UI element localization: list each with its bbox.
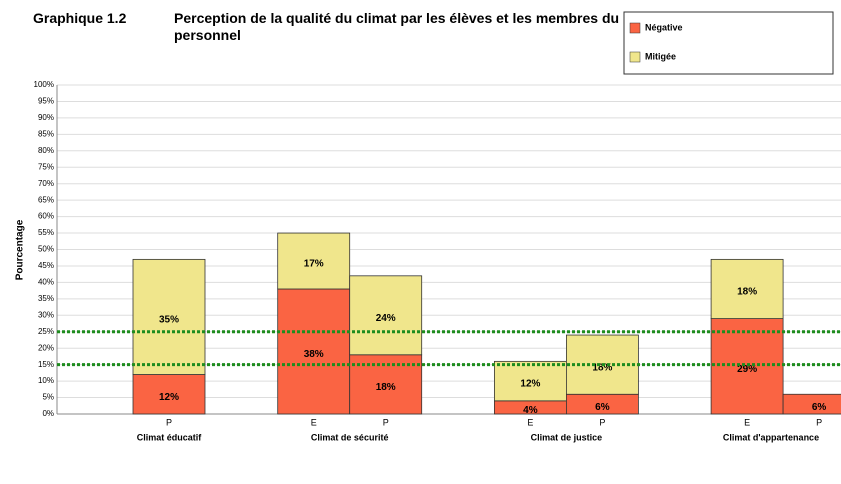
figure-label: Graphique 1.2 [33, 10, 127, 26]
bar-segment [710, 318, 784, 415]
x-tick-label: P [599, 417, 605, 427]
y-tick-label: 50% [38, 245, 54, 254]
y-tick-label: 45% [38, 261, 54, 270]
y-tick-label: 100% [34, 80, 54, 89]
chart-title: Perception de la qualité du climat par l… [174, 10, 620, 43]
y-tick-label: 30% [38, 310, 54, 319]
group-label: Climat d'appartenance [723, 432, 819, 442]
y-tick-label: 0% [42, 409, 54, 418]
bar-segment [349, 275, 423, 356]
y-tick-label: 55% [38, 228, 54, 237]
value-label: 35% [159, 315, 179, 326]
bar-segment [277, 232, 351, 290]
group-label: Climat de sécurité [311, 432, 389, 442]
legend-box [623, 11, 834, 75]
value-label: 38% [304, 349, 324, 360]
value-label: 6% [812, 402, 827, 413]
x-tick-label: P [383, 417, 389, 427]
value-label: 17% [304, 259, 324, 270]
legend-swatch [629, 51, 641, 63]
bar-segment [132, 374, 206, 415]
value-label: 18% [376, 382, 396, 393]
x-tick-label: E [527, 417, 533, 427]
y-tick-label: 85% [38, 129, 54, 138]
bar-segment [277, 288, 351, 415]
y-tick-label: 25% [38, 327, 54, 336]
y-tick-label: 65% [38, 195, 54, 204]
y-tick-label: 60% [38, 212, 54, 221]
x-tick-label: E [311, 417, 317, 427]
y-tick-label: 80% [38, 146, 54, 155]
y-tick-label: 90% [38, 113, 54, 122]
group-label: Climat éducatif [137, 432, 203, 442]
y-tick-label: 70% [38, 179, 54, 188]
value-label: 6% [595, 402, 610, 413]
value-label: 12% [159, 392, 179, 403]
x-tick-label: E [744, 417, 750, 427]
y-tick-label: 10% [38, 376, 54, 385]
y-tick-label: 95% [38, 97, 54, 106]
x-tick-label: P [816, 417, 822, 427]
value-label: 18% [737, 287, 757, 298]
y-tick-label: 5% [42, 393, 54, 402]
bar-segment [782, 393, 841, 415]
y-tick-label: 75% [38, 162, 54, 171]
legend-label: Négative [645, 22, 683, 32]
value-label: 4% [523, 405, 538, 416]
bar-segment [710, 258, 784, 319]
bar-segment [493, 360, 567, 402]
value-label: 18% [592, 362, 612, 373]
group-label: Climat de justice [531, 432, 603, 442]
value-label: 12% [520, 379, 540, 390]
x-tick-label: P [166, 417, 172, 427]
y-axis-label: Pourcentage [15, 219, 26, 280]
y-tick-label: 40% [38, 278, 54, 287]
legend-label: Mitigée [645, 51, 676, 61]
legend-swatch [629, 22, 641, 34]
value-label: 24% [376, 313, 396, 324]
y-tick-label: 15% [38, 360, 54, 369]
bar-segment [132, 258, 206, 375]
y-tick-label: 20% [38, 343, 54, 352]
value-label: 29% [737, 364, 757, 375]
y-tick-label: 35% [38, 294, 54, 303]
